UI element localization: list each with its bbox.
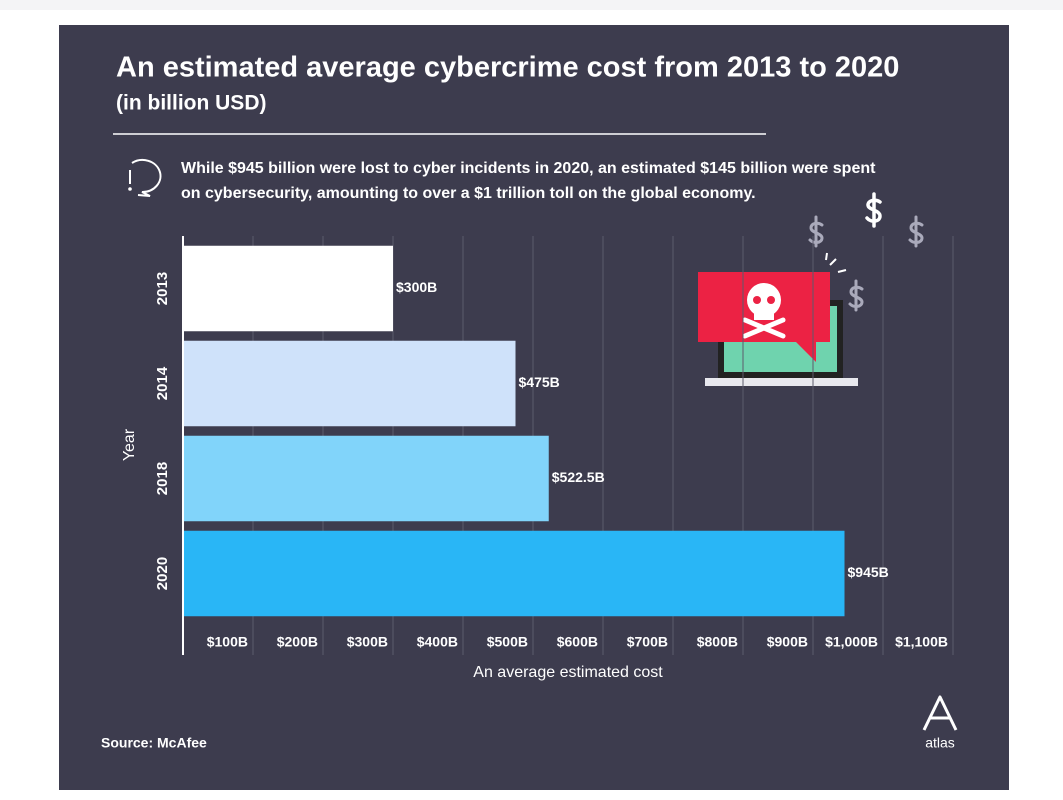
x-axis-label: An average estimated cost <box>473 664 663 681</box>
x-tick-label: $100B <box>207 634 248 650</box>
x-tick-label: $300B <box>347 634 388 650</box>
source: Source: McAfee <box>101 735 207 751</box>
x-tick-label: $900B <box>767 634 808 650</box>
x-tick-label: $400B <box>417 634 458 650</box>
chart-subtitle: (in billion USD) <box>116 92 266 115</box>
x-tick-label: $500B <box>487 634 528 650</box>
logo-text: atlas <box>925 735 955 751</box>
value-label: $300B <box>396 279 437 295</box>
value-label: $522.5B <box>552 469 605 485</box>
note-icon-dot <box>128 187 132 191</box>
x-tick-label: $700B <box>627 634 668 650</box>
value-label: $475B <box>519 374 560 390</box>
note-icon <box>129 159 162 197</box>
x-tick-label: $1,000B <box>825 634 878 650</box>
x-tick-label: $800B <box>697 634 738 650</box>
bar <box>183 435 549 522</box>
x-tick-label: $200B <box>277 634 318 650</box>
note-line: on cybersecurity, amounting to over a $1… <box>181 185 756 202</box>
bar <box>183 340 516 427</box>
logo-mark <box>922 695 958 731</box>
bar <box>183 530 845 617</box>
y-tick-label: 2018 <box>154 462 171 495</box>
chart-title: An estimated average cybercrime cost fro… <box>116 52 899 84</box>
y-tick-label: 2014 <box>154 366 171 400</box>
y-tick-label: 2020 <box>154 557 171 590</box>
bar <box>183 245 393 332</box>
x-tick-label: $1,100B <box>895 634 948 650</box>
y-tick-label: 2013 <box>154 272 171 305</box>
y-axis-label: Year <box>121 428 138 461</box>
value-label: $945B <box>848 564 889 580</box>
x-tick-label: $600B <box>557 634 598 650</box>
note-line: While $945 billion were lost to cyber in… <box>181 160 876 177</box>
